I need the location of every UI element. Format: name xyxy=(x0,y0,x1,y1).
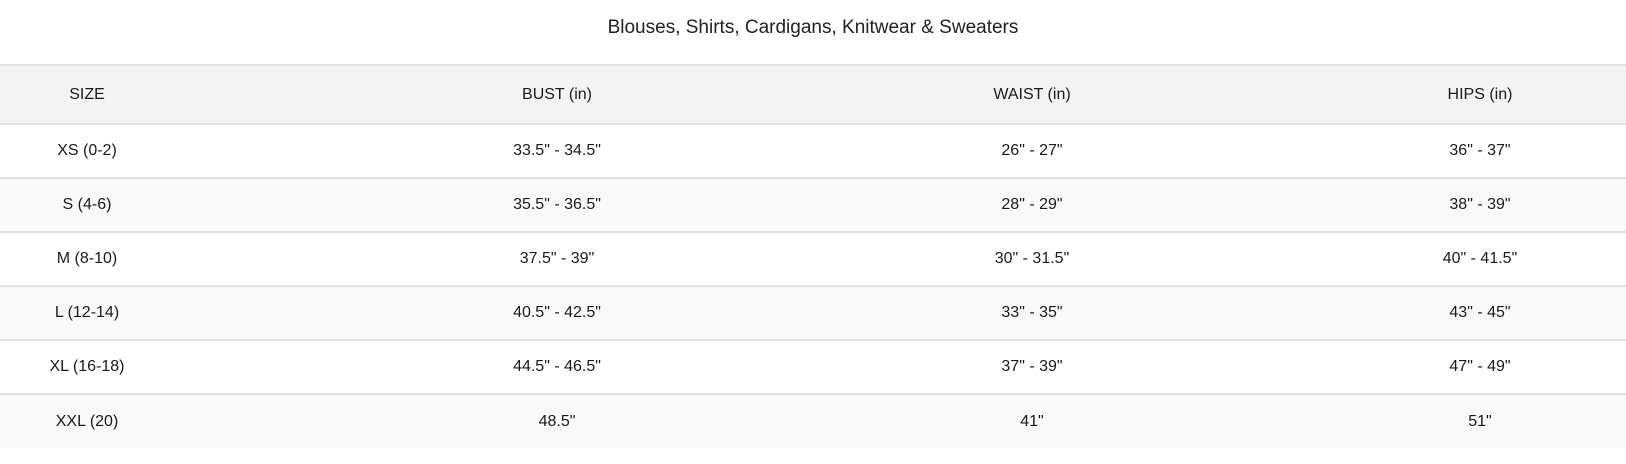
table-row: XXL (20) 48.5" 41" 51" xyxy=(0,393,1626,448)
cell-bust: 35.5" - 36.5" xyxy=(174,177,940,232)
cell-waist: 30" - 31.5" xyxy=(940,231,1124,286)
table-row: L (12-14) 40.5" - 42.5" 33" - 35" 43" - 45" xyxy=(0,285,1626,340)
cell-size: M (8-10) xyxy=(0,231,174,286)
cell-waist: 33" - 35" xyxy=(940,285,1124,340)
table-row: XL (16-18) 44.5" - 46.5" 37" - 39" 47" - 49… xyxy=(0,339,1626,394)
cell-hips: 38" - 39" xyxy=(1124,177,1626,232)
cell-bust: 48.5" xyxy=(174,393,940,448)
table-row: XS (0-2) 33.5" - 34.5" 26" - 27" 36" - 37" xyxy=(0,123,1626,178)
cell-bust: 44.5" - 46.5" xyxy=(174,339,940,394)
cell-waist: 41" xyxy=(940,393,1124,448)
table-row: M (8-10) 37.5" - 39" 30" - 31.5" 40" - 41.5… xyxy=(0,231,1626,286)
cell-size: L (12-14) xyxy=(0,285,174,340)
column-header-hips: HIPS (in) xyxy=(1124,64,1626,124)
cell-waist: 26" - 27" xyxy=(940,123,1124,178)
cell-waist: 37" - 39" xyxy=(940,339,1124,394)
cell-bust: 37.5" - 39" xyxy=(174,231,940,286)
cell-hips: 40" - 41.5" xyxy=(1124,231,1626,286)
column-header-size: SIZE xyxy=(0,64,174,124)
cell-hips: 36" - 37" xyxy=(1124,123,1626,178)
column-header-waist: WAIST (in) xyxy=(940,64,1124,124)
size-chart-title: Blouses, Shirts, Cardigans, Knitwear & S… xyxy=(607,17,1019,38)
cell-size: XL (16-18) xyxy=(0,339,174,394)
cell-hips: 47" - 49" xyxy=(1124,339,1626,394)
cell-size: S (4-6) xyxy=(0,177,174,232)
cell-size: XS (0-2) xyxy=(0,123,174,178)
cell-hips: 43" - 45" xyxy=(1124,285,1626,340)
table-header-row: SIZE BUST (in) WAIST (in) HIPS (in) xyxy=(0,64,1626,124)
column-header-bust: BUST (in) xyxy=(174,64,940,124)
cell-size: XXL (20) xyxy=(0,393,174,448)
size-chart-table: SIZE BUST (in) WAIST (in) HIPS (in) XS (… xyxy=(0,64,1626,448)
cell-waist: 28" - 29" xyxy=(940,177,1124,232)
cell-bust: 40.5" - 42.5" xyxy=(174,285,940,340)
cell-bust: 33.5" - 34.5" xyxy=(174,123,940,178)
table-row: S (4-6) 35.5" - 36.5" 28" - 29" 38" - 39" xyxy=(0,177,1626,232)
cell-hips: 51" xyxy=(1124,393,1626,448)
